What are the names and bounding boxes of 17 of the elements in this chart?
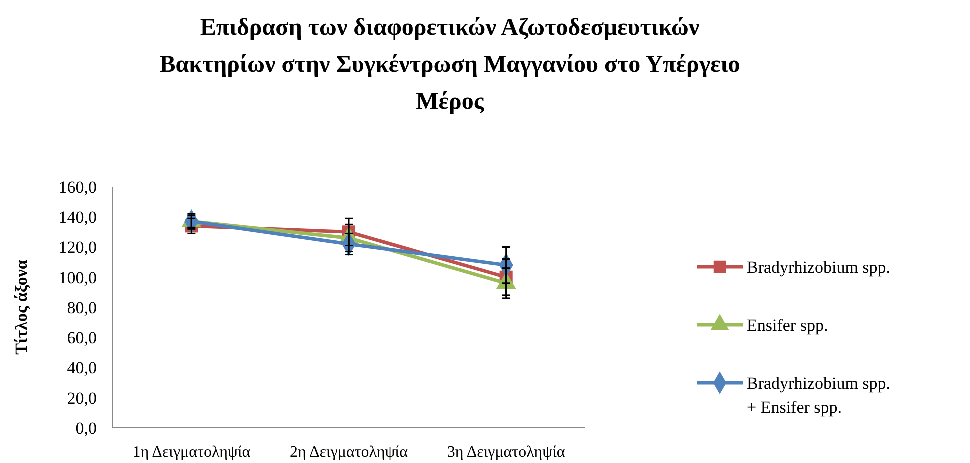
y-tick-label: 40,0 — [67, 358, 97, 378]
y-tick-label: 80,0 — [67, 298, 97, 318]
legend-label: Ensifer spp. — [747, 316, 828, 335]
x-tick-label: 1η Δειγματοληψία — [132, 444, 252, 461]
y-tick-label: 120,0 — [58, 238, 97, 258]
y-tick-label: 0,0 — [76, 418, 97, 438]
y-axis-title: Τίτλος άξονα — [12, 260, 31, 355]
legend-label: Bradyrhizobium spp. — [747, 258, 891, 277]
y-tick-label: 160,0 — [58, 178, 97, 197]
y-tick-label: 140,0 — [58, 208, 97, 228]
legend-label: Bradyrhizobium spp. + Ensifer spp. — [747, 374, 891, 417]
chart-title: Επιδραση των διαφορετικών Αζωτοδεσμευτικών Βακτηρίων στην Συγκέντρωση Μαγγανίου στο Υπέργειο Μέρος — [160, 15, 740, 115]
y-tick-label: 20,0 — [67, 388, 97, 408]
x-tick-label: 2η Δειγματοληψία — [290, 444, 409, 461]
y-tick-label: 60,0 — [67, 328, 97, 348]
x-tick-label: 3η Δειγματοληψία — [447, 444, 566, 461]
y-tick-label: 100,0 — [58, 268, 97, 288]
